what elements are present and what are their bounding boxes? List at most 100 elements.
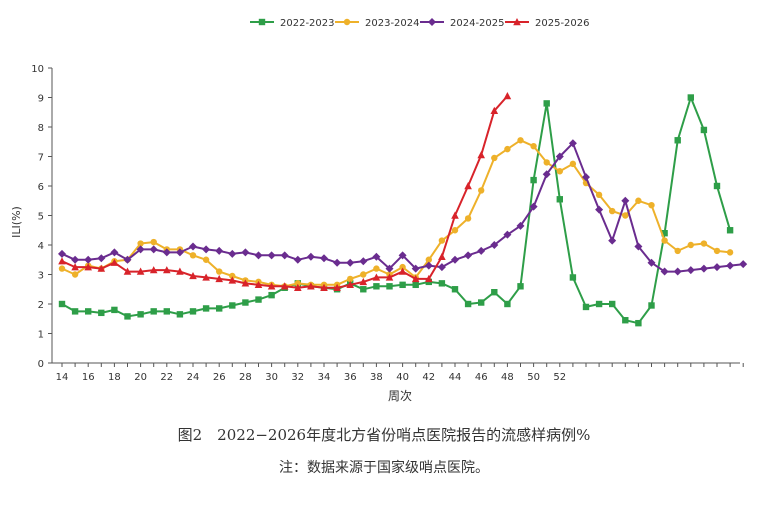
- data-point: [58, 300, 66, 308]
- data-point: [660, 267, 669, 276]
- x-tick-label: 42: [422, 372, 435, 383]
- data-point: [582, 303, 590, 311]
- data-point: [215, 246, 224, 255]
- data-point: [634, 242, 643, 251]
- y-tick-label: 2: [38, 300, 44, 311]
- x-tick-label: 20: [134, 372, 147, 383]
- data-point: [254, 251, 263, 260]
- data-point: [399, 263, 406, 271]
- x-tick-label: 24: [187, 372, 200, 383]
- data-point: [111, 306, 118, 314]
- data-point: [150, 308, 157, 315]
- y-tick-label: 3: [38, 271, 44, 282]
- data-point: [123, 267, 132, 275]
- data-point: [215, 274, 223, 283]
- data-point: [71, 263, 79, 271]
- data-point: [543, 100, 550, 107]
- data-point: [294, 280, 301, 287]
- data-point: [739, 260, 748, 269]
- data-point: [136, 245, 145, 254]
- x-axis: 14 16 18 20 22 24 26 28 30 32 34 36 38 40 42 44 46 48 50 52: [52, 362, 744, 383]
- data-point: [189, 252, 197, 259]
- data-point: [176, 311, 184, 318]
- y-tick-label: 10: [31, 64, 44, 75]
- data-point: [162, 248, 171, 257]
- x-tick-label: 16: [82, 372, 95, 383]
- data-point: [216, 305, 223, 312]
- data-point: [242, 299, 249, 306]
- data-point: [411, 274, 420, 283]
- data-point: [124, 313, 131, 320]
- x-tick-label: 36: [344, 372, 357, 383]
- data-point: [280, 251, 289, 260]
- figure-caption: 图2 2022−2026年度北方省份哨点医院报告的流感样病例%: [177, 426, 591, 444]
- x-tick-label: 34: [318, 372, 331, 383]
- legend-item: 2024-2025: [420, 18, 505, 29]
- data-point: [84, 263, 92, 271]
- data-point: [71, 255, 80, 264]
- data-point: [542, 170, 551, 179]
- data-point: [555, 152, 564, 161]
- legend-item: 2022-2023: [250, 18, 335, 29]
- data-point: [306, 252, 315, 261]
- data-point: [478, 299, 485, 306]
- data-point: [608, 236, 617, 245]
- data-point: [622, 212, 629, 219]
- data-point: [71, 271, 79, 278]
- data-point: [136, 267, 145, 275]
- data-point: [398, 267, 407, 275]
- x-tick-label: 22: [160, 372, 173, 383]
- data-point: [110, 258, 119, 266]
- data-point: [424, 261, 433, 270]
- y-tick-label: 4: [38, 241, 44, 252]
- data-point: [343, 18, 351, 26]
- data-point: [241, 279, 250, 287]
- data-point: [673, 267, 682, 276]
- data-point: [346, 258, 355, 267]
- data-point: [412, 281, 419, 289]
- data-point: [97, 254, 106, 263]
- data-point: [726, 249, 734, 256]
- y-axis-label: ILI(%): [10, 206, 23, 238]
- data-point: [294, 283, 302, 291]
- data-point: [189, 271, 197, 280]
- data-point: [504, 300, 511, 308]
- data-point: [202, 245, 211, 254]
- data-point: [84, 255, 93, 264]
- data-point: [175, 248, 184, 257]
- data-point: [189, 308, 197, 315]
- x-tick-label: 32: [291, 372, 304, 383]
- data-point: [686, 266, 695, 275]
- legend-label: 2024-2025: [450, 18, 505, 29]
- data-point: [307, 282, 315, 290]
- x-tick-label: 30: [265, 372, 278, 383]
- data-point: [568, 139, 577, 148]
- data-point: [622, 317, 629, 324]
- data-point: [372, 252, 381, 261]
- data-point: [359, 257, 368, 266]
- data-point: [713, 247, 721, 255]
- data-point: [491, 289, 498, 296]
- data-point: [98, 309, 105, 317]
- data-point: [674, 247, 681, 255]
- series-2022-2023: [58, 94, 734, 327]
- data-point: [503, 92, 512, 100]
- x-tick-label: 14: [56, 372, 69, 383]
- data-point: [438, 237, 446, 244]
- data-point: [438, 252, 446, 260]
- data-point: [438, 280, 446, 287]
- legend-item: 2025-2026: [505, 18, 590, 29]
- data-point: [661, 237, 668, 244]
- x-tick-label: 40: [396, 372, 409, 383]
- series-line: [61, 139, 731, 288]
- data-point: [149, 245, 158, 254]
- data-point: [635, 319, 642, 327]
- data-point: [97, 264, 106, 272]
- data-point: [648, 201, 655, 209]
- legend-label: 2025-2026: [535, 18, 590, 29]
- data-point: [347, 275, 354, 283]
- y-tick-label: 1: [38, 330, 44, 341]
- x-tick-label: 26: [213, 372, 226, 383]
- data-point: [425, 274, 433, 283]
- series-layer: [58, 92, 748, 327]
